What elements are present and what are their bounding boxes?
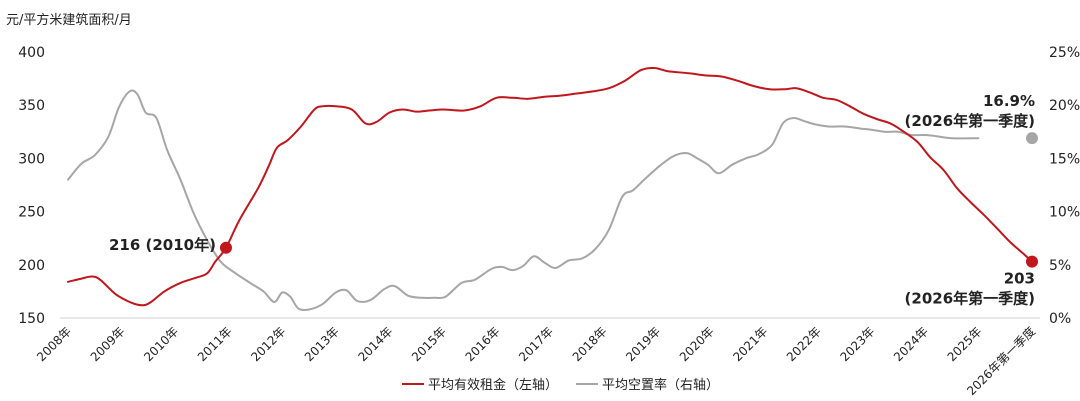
annotation-marker [219,241,232,254]
x-tick-label: 2019年 [623,324,663,364]
annotation-label: 216 (2010年) [109,236,216,254]
x-tick-label: 2017年 [516,324,556,364]
left-tick-label: 150 [18,311,45,327]
x-tick-label: 2010年 [141,324,181,364]
right-tick-label: 15% [1049,151,1080,167]
legend-label: 平均有效租金（左轴） [428,377,558,393]
x-tick-label: 2012年 [248,324,288,364]
x-tick-label: 2023年 [837,324,877,364]
x-tick-label: 2016年 [463,324,503,364]
x-tick-label: 2025年 [945,324,985,364]
left-tick-label: 250 [18,205,45,221]
right-tick-label: 0% [1049,311,1071,327]
annotation-label: (2026年第一季度) [905,290,1035,308]
annotation-marker [1026,132,1038,145]
x-tick-label: 2018年 [570,324,610,364]
annotation-marker [1026,255,1038,268]
left-axis-unit: 元/平方米建筑面积/月 [6,12,132,28]
legend: 平均有效租金（左轴） 平均空置率（右轴） [402,377,719,393]
x-tick-label: 2020年 [677,324,717,364]
x-tick-label: 2021年 [730,324,770,364]
annotation-label: (2026年第一季度) [905,112,1035,130]
right-tick-label: 25% [1049,45,1080,61]
left-tick-label: 300 [18,151,45,167]
x-tick-label: 2008年 [34,324,74,364]
x-tick-label: 2024年 [891,324,931,364]
x-tick-label: 2015年 [409,324,449,364]
x-tick-label: 2014年 [355,324,395,364]
right-tick-label: 20% [1049,98,1080,114]
annotation-label: 16.9% [983,92,1035,110]
left-tick-label: 350 [18,98,45,114]
annotations: 216 (2010年) 203 (2026年第一季度) 16.9% (2026年第一季度… [109,92,1038,308]
annotation-label: 203 [1004,270,1035,288]
x-tick-label: 2011年 [195,324,235,364]
x-tick-label: 2013年 [302,324,342,364]
x-tick-label: 2022年 [784,324,824,364]
x-tick-label: 2009年 [88,324,128,364]
left-tick-label: 400 [18,45,45,61]
rent-series-line [67,66,1033,307]
series-lines [67,66,1033,312]
vacancy-series-line [67,89,980,312]
left-tick-label: 200 [18,258,45,274]
axes: 400 350 300 250 200 150 25% 20% 15% 10% 5% 0% 2008年 2… [18,45,1080,398]
right-tick-label: 5% [1049,258,1071,274]
right-tick-label: 10% [1049,205,1080,221]
legend-label: 平均空置率（右轴） [602,377,719,393]
